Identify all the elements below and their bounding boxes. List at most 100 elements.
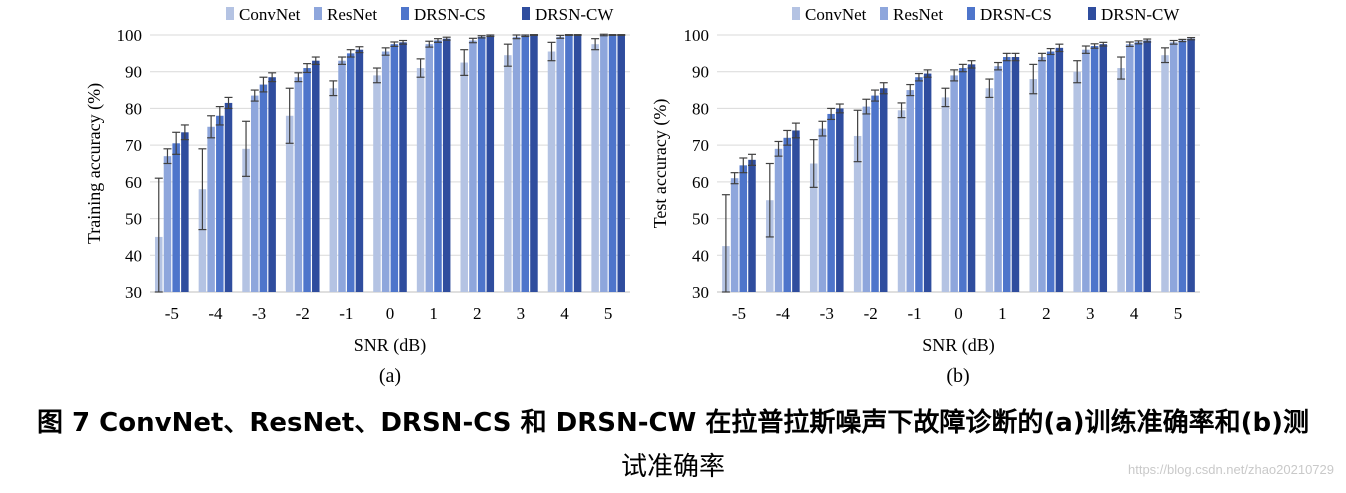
bar-resnet bbox=[818, 128, 827, 292]
bar-drsn-cs bbox=[521, 35, 530, 293]
y-tick-label: 100 bbox=[117, 26, 143, 45]
bar-convnet bbox=[242, 148, 250, 292]
y-tick-label: 90 bbox=[692, 63, 709, 82]
legend-label: ConvNet bbox=[805, 5, 867, 24]
y-tick-label: 30 bbox=[692, 283, 709, 302]
bar-drsn-cs bbox=[871, 95, 879, 292]
legend-swatch bbox=[226, 7, 234, 20]
bar-convnet bbox=[1161, 55, 1169, 292]
chart-panel-b: 30 40 50 60 70 80 90 100 -5 -4 -3 -2 -1 0 1 2 3 4 5 SNR (dB… bbox=[650, 5, 1200, 387]
bar-convnet bbox=[591, 44, 599, 292]
bar-convnet bbox=[416, 68, 425, 293]
x-tick-label: 3 bbox=[1086, 304, 1095, 323]
x-tick-label: -2 bbox=[864, 304, 878, 323]
legend: ConvNet ResNet DRSN-CS DRSN-CW bbox=[792, 5, 1180, 24]
bar-drsn-cs bbox=[915, 77, 923, 292]
watermark: https://blog.csdn.net/zhao20210729 bbox=[1128, 462, 1334, 477]
x-tick-label: 0 bbox=[954, 304, 963, 323]
x-tick-label: 4 bbox=[1130, 304, 1139, 323]
bar-convnet bbox=[985, 88, 994, 292]
legend-swatch bbox=[522, 7, 530, 20]
bar-convnet bbox=[766, 200, 774, 292]
figure-caption-line-2: 试准确率 bbox=[620, 452, 725, 482]
y-tick-label: 30 bbox=[125, 283, 142, 302]
bar-resnet bbox=[950, 75, 958, 292]
bar-resnet bbox=[1126, 44, 1134, 292]
bar-drsn-cw bbox=[923, 73, 932, 292]
legend-label: DRSN-CS bbox=[980, 5, 1052, 24]
bar-drsn-cs bbox=[783, 137, 791, 292]
bar-convnet bbox=[897, 110, 906, 292]
legend-swatch bbox=[314, 7, 322, 20]
bar-resnet bbox=[1038, 57, 1046, 293]
bar-convnet bbox=[373, 75, 381, 292]
bar-drsn-cs bbox=[1090, 46, 1099, 293]
bar-drsn-cw bbox=[530, 35, 538, 292]
x-axis-title: SNR (dB) bbox=[354, 335, 427, 356]
bar-drsn-cs bbox=[959, 68, 967, 293]
x-tick-label: 1 bbox=[429, 304, 438, 323]
bar-resnet bbox=[381, 51, 390, 293]
bar-drsn-cs bbox=[259, 84, 268, 292]
bar-drsn-cw bbox=[573, 35, 582, 292]
legend-label: DRSN-CW bbox=[535, 5, 614, 24]
x-tick-label: 2 bbox=[1042, 304, 1051, 323]
legend-label: ResNet bbox=[327, 5, 377, 24]
bar-drsn-cw bbox=[399, 42, 407, 292]
bar-drsn-cw bbox=[312, 60, 320, 293]
bar-drsn-cs bbox=[390, 44, 399, 292]
bar-convnet bbox=[941, 97, 950, 293]
x-tick-label: -1 bbox=[908, 304, 922, 323]
legend-label: ConvNet bbox=[239, 5, 301, 24]
x-tick-label: -1 bbox=[339, 304, 353, 323]
bar-drsn-cs bbox=[565, 35, 573, 292]
bar-drsn-cw bbox=[748, 159, 756, 292]
y-tick-label: 50 bbox=[692, 210, 709, 229]
x-tick-label: -3 bbox=[252, 304, 266, 323]
chart-panel-a: 30 40 50 60 70 80 90 100 -5 -4 -3 -2 -1 0 1 2 3 4 5 SNR (dB… bbox=[84, 5, 630, 387]
bar-drsn-cw bbox=[442, 38, 451, 292]
bar-drsn-cw bbox=[836, 108, 844, 292]
legend-swatch bbox=[880, 7, 888, 20]
bar-drsn-cw bbox=[792, 130, 800, 292]
bar-drsn-cs bbox=[346, 53, 355, 292]
bar-drsn-cw bbox=[1143, 40, 1151, 292]
panel-label: (a) bbox=[379, 365, 401, 387]
bar-drsn-cs bbox=[434, 40, 442, 292]
bar-resnet bbox=[425, 44, 434, 292]
x-tick-label: -4 bbox=[776, 304, 791, 323]
y-tick-label: 60 bbox=[692, 173, 709, 192]
bar-drsn-cw bbox=[617, 35, 625, 292]
bar-drsn-cw bbox=[1011, 57, 1020, 293]
x-tick-label: -5 bbox=[732, 304, 746, 323]
x-tick-label: -3 bbox=[820, 304, 834, 323]
legend-swatch bbox=[967, 7, 975, 20]
bar-resnet bbox=[1169, 42, 1178, 292]
y-tick-label: 40 bbox=[692, 246, 709, 265]
bar-resnet bbox=[250, 95, 259, 292]
legend-label: DRSN-CW bbox=[1101, 5, 1180, 24]
bar-resnet bbox=[163, 156, 172, 292]
bar-convnet bbox=[329, 88, 338, 292]
y-tick-label: 80 bbox=[692, 99, 709, 118]
bar-drsn-cw bbox=[224, 102, 233, 293]
bar-convnet bbox=[1029, 79, 1038, 292]
bar-resnet bbox=[600, 35, 608, 292]
bar-convnet bbox=[547, 51, 556, 293]
legend-label: DRSN-CS bbox=[414, 5, 486, 24]
y-tick-label: 80 bbox=[125, 99, 142, 118]
x-tick-label: 2 bbox=[473, 304, 482, 323]
bar-resnet bbox=[730, 178, 739, 292]
bar-resnet bbox=[556, 36, 564, 293]
bar-resnet bbox=[207, 126, 215, 293]
x-tick-label: -5 bbox=[165, 304, 179, 323]
bar-drsn-cw bbox=[1187, 38, 1195, 292]
x-tick-label: 1 bbox=[998, 304, 1007, 323]
bar-drsn-cw bbox=[486, 35, 495, 293]
bar-convnet bbox=[853, 135, 862, 292]
x-tick-label: -2 bbox=[296, 304, 310, 323]
x-tick-label: 5 bbox=[1174, 304, 1183, 323]
bar-resnet bbox=[994, 66, 1002, 292]
bar-resnet bbox=[512, 36, 521, 293]
